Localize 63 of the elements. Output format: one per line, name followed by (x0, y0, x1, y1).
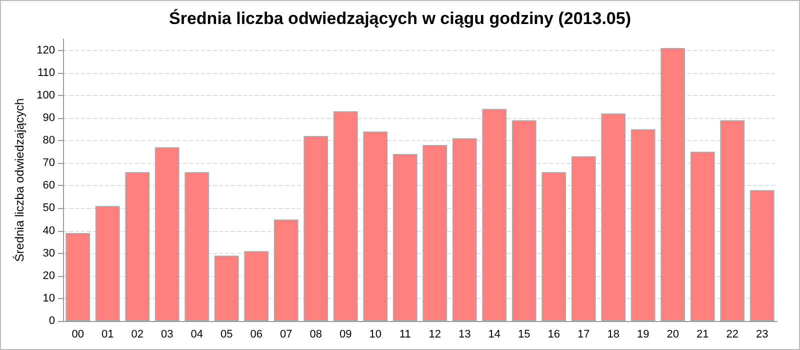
y-axis-title: Średnia liczba odwiedzających (12, 98, 27, 262)
y-tick-label: 40 (42, 224, 55, 237)
bar (274, 219, 298, 321)
x-tick-label: 20 (666, 328, 679, 340)
bar (125, 172, 150, 321)
bar (601, 113, 626, 321)
y-tick-label: 110 (37, 66, 55, 79)
bar (422, 145, 448, 321)
bar (571, 156, 596, 321)
y-tick-label: 70 (42, 157, 55, 170)
y-tick-label: 80 (42, 134, 55, 147)
chart-title: Średnia liczba odwiedzających w ciągu godziny (2013.05) (169, 8, 631, 28)
y-tick-label: 120 (36, 44, 55, 56)
x-tick-label: 05 (220, 328, 233, 340)
bar (244, 251, 269, 321)
x-tick-label: 00 (72, 328, 84, 340)
bar (184, 172, 210, 321)
y-tick-label: 30 (42, 247, 55, 260)
x-tick-label: 22 (726, 328, 738, 340)
bar (690, 152, 715, 321)
bar (66, 233, 90, 321)
y-tick-label: 20 (42, 270, 55, 282)
bar (720, 120, 745, 321)
x-tick-label: 13 (458, 328, 471, 340)
x-tick-label: 17 (578, 328, 590, 340)
y-tick-label: 90 (42, 112, 55, 124)
y-tick-label: 100 (36, 89, 55, 102)
x-tick-label: 23 (756, 328, 768, 340)
bar (392, 154, 418, 321)
y-tick-label: 60 (42, 180, 55, 192)
bar (452, 138, 477, 321)
x-tick-label: 03 (161, 328, 174, 340)
bar (363, 131, 388, 321)
y-tick-label: 10 (42, 292, 55, 304)
bar (512, 120, 536, 321)
x-tick-label: 02 (131, 328, 144, 340)
y-tick-label: 0 (48, 315, 55, 327)
bar (214, 256, 239, 321)
x-tick-label: 16 (548, 328, 560, 340)
bar (660, 48, 686, 321)
x-tick-label: 11 (399, 328, 411, 340)
bar (542, 172, 566, 321)
x-tick-label: 21 (696, 328, 709, 340)
y-tick-label: 50 (42, 202, 55, 214)
bar (154, 147, 180, 321)
bar (630, 129, 656, 321)
x-tick-label: 10 (369, 328, 382, 340)
bar (95, 206, 120, 321)
x-tick-label: 14 (488, 328, 500, 340)
x-tick-label: 09 (340, 328, 352, 340)
x-tick-label: 19 (637, 328, 650, 340)
bar (304, 136, 328, 321)
x-tick-label: 01 (102, 328, 114, 340)
bar (482, 108, 507, 321)
x-tick-label: 07 (280, 328, 292, 340)
x-tick-label: 08 (310, 328, 322, 340)
bar (750, 190, 774, 321)
x-tick-label: 18 (607, 328, 620, 340)
bar (333, 111, 358, 321)
x-tick-label: 06 (250, 328, 262, 340)
x-tick-label: 15 (518, 328, 530, 340)
x-tick-label: 04 (190, 328, 203, 340)
x-tick-label: 12 (428, 328, 441, 340)
